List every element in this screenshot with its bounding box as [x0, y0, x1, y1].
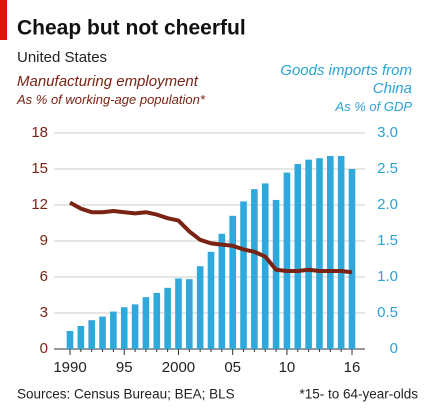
y-tick-label: 6 — [40, 268, 48, 285]
bar — [77, 325, 85, 349]
bar — [186, 279, 193, 349]
bar — [164, 287, 171, 349]
line-legend: Manufacturing employment As % of working… — [17, 73, 205, 109]
bar — [66, 331, 74, 349]
y-tick-label: 15 — [31, 160, 48, 177]
bar — [142, 297, 150, 349]
chart-title: Cheap but not cheerful — [17, 17, 246, 40]
bar — [99, 316, 106, 349]
footnote: *15- to 64-year-olds — [299, 387, 418, 402]
line — [69, 200, 353, 275]
legend-unit: As % of GDP — [335, 99, 412, 114]
bar — [110, 311, 117, 349]
x-tick-label: 95 — [116, 359, 133, 376]
bar — [294, 163, 302, 349]
y2-tick-label: 1.5 — [377, 232, 398, 249]
bar — [120, 307, 128, 349]
y-tick-label: 0 — [40, 340, 48, 357]
source: Sources: Census Bureau; BEA; BLS — [17, 387, 235, 402]
bar — [207, 251, 215, 349]
x-tick-label: 2000 — [162, 359, 195, 376]
legend-entry: Manufacturing employment — [17, 73, 198, 90]
legend-entry: Goods imports from China — [280, 62, 412, 97]
bar — [88, 320, 95, 349]
chart-subtitle: United States — [17, 49, 107, 66]
bar — [316, 158, 323, 349]
bar — [229, 215, 236, 349]
x-tick-label: 1990 — [53, 359, 86, 376]
legend-unit: As % of working-age population* — [17, 92, 205, 107]
bar — [261, 183, 269, 349]
y-tick-label: 12 — [31, 196, 48, 213]
y-tick-label: 3 — [40, 304, 48, 321]
bar — [272, 199, 280, 349]
bar-legend: Goods imports from China As % of GDP — [272, 62, 412, 116]
y2-tick-label: 2.5 — [377, 160, 398, 177]
bar — [337, 156, 345, 349]
x-tick-label: 10 — [279, 359, 296, 376]
bar — [348, 169, 356, 349]
bar — [327, 156, 334, 349]
y2-tick-label: 0.5 — [377, 304, 398, 321]
y-tick-label: 18 — [31, 124, 48, 141]
x-tick-label: 05 — [224, 359, 241, 376]
bar — [153, 292, 161, 349]
y2-tick-label: 1.0 — [377, 268, 398, 285]
brand-tag — [0, 0, 7, 40]
bar — [305, 159, 312, 349]
bar — [240, 201, 247, 349]
y2-tick-label: 0 — [390, 340, 398, 357]
bar — [131, 304, 139, 349]
bar — [175, 278, 182, 349]
bar — [251, 189, 258, 349]
bar — [283, 172, 291, 349]
y2-tick-label: 2.0 — [377, 196, 398, 213]
bar — [196, 266, 204, 349]
bar — [218, 233, 226, 349]
y2-tick-label: 3.0 — [377, 124, 398, 141]
y-tick-label: 9 — [40, 232, 48, 249]
x-tick-label: 16 — [344, 359, 361, 376]
